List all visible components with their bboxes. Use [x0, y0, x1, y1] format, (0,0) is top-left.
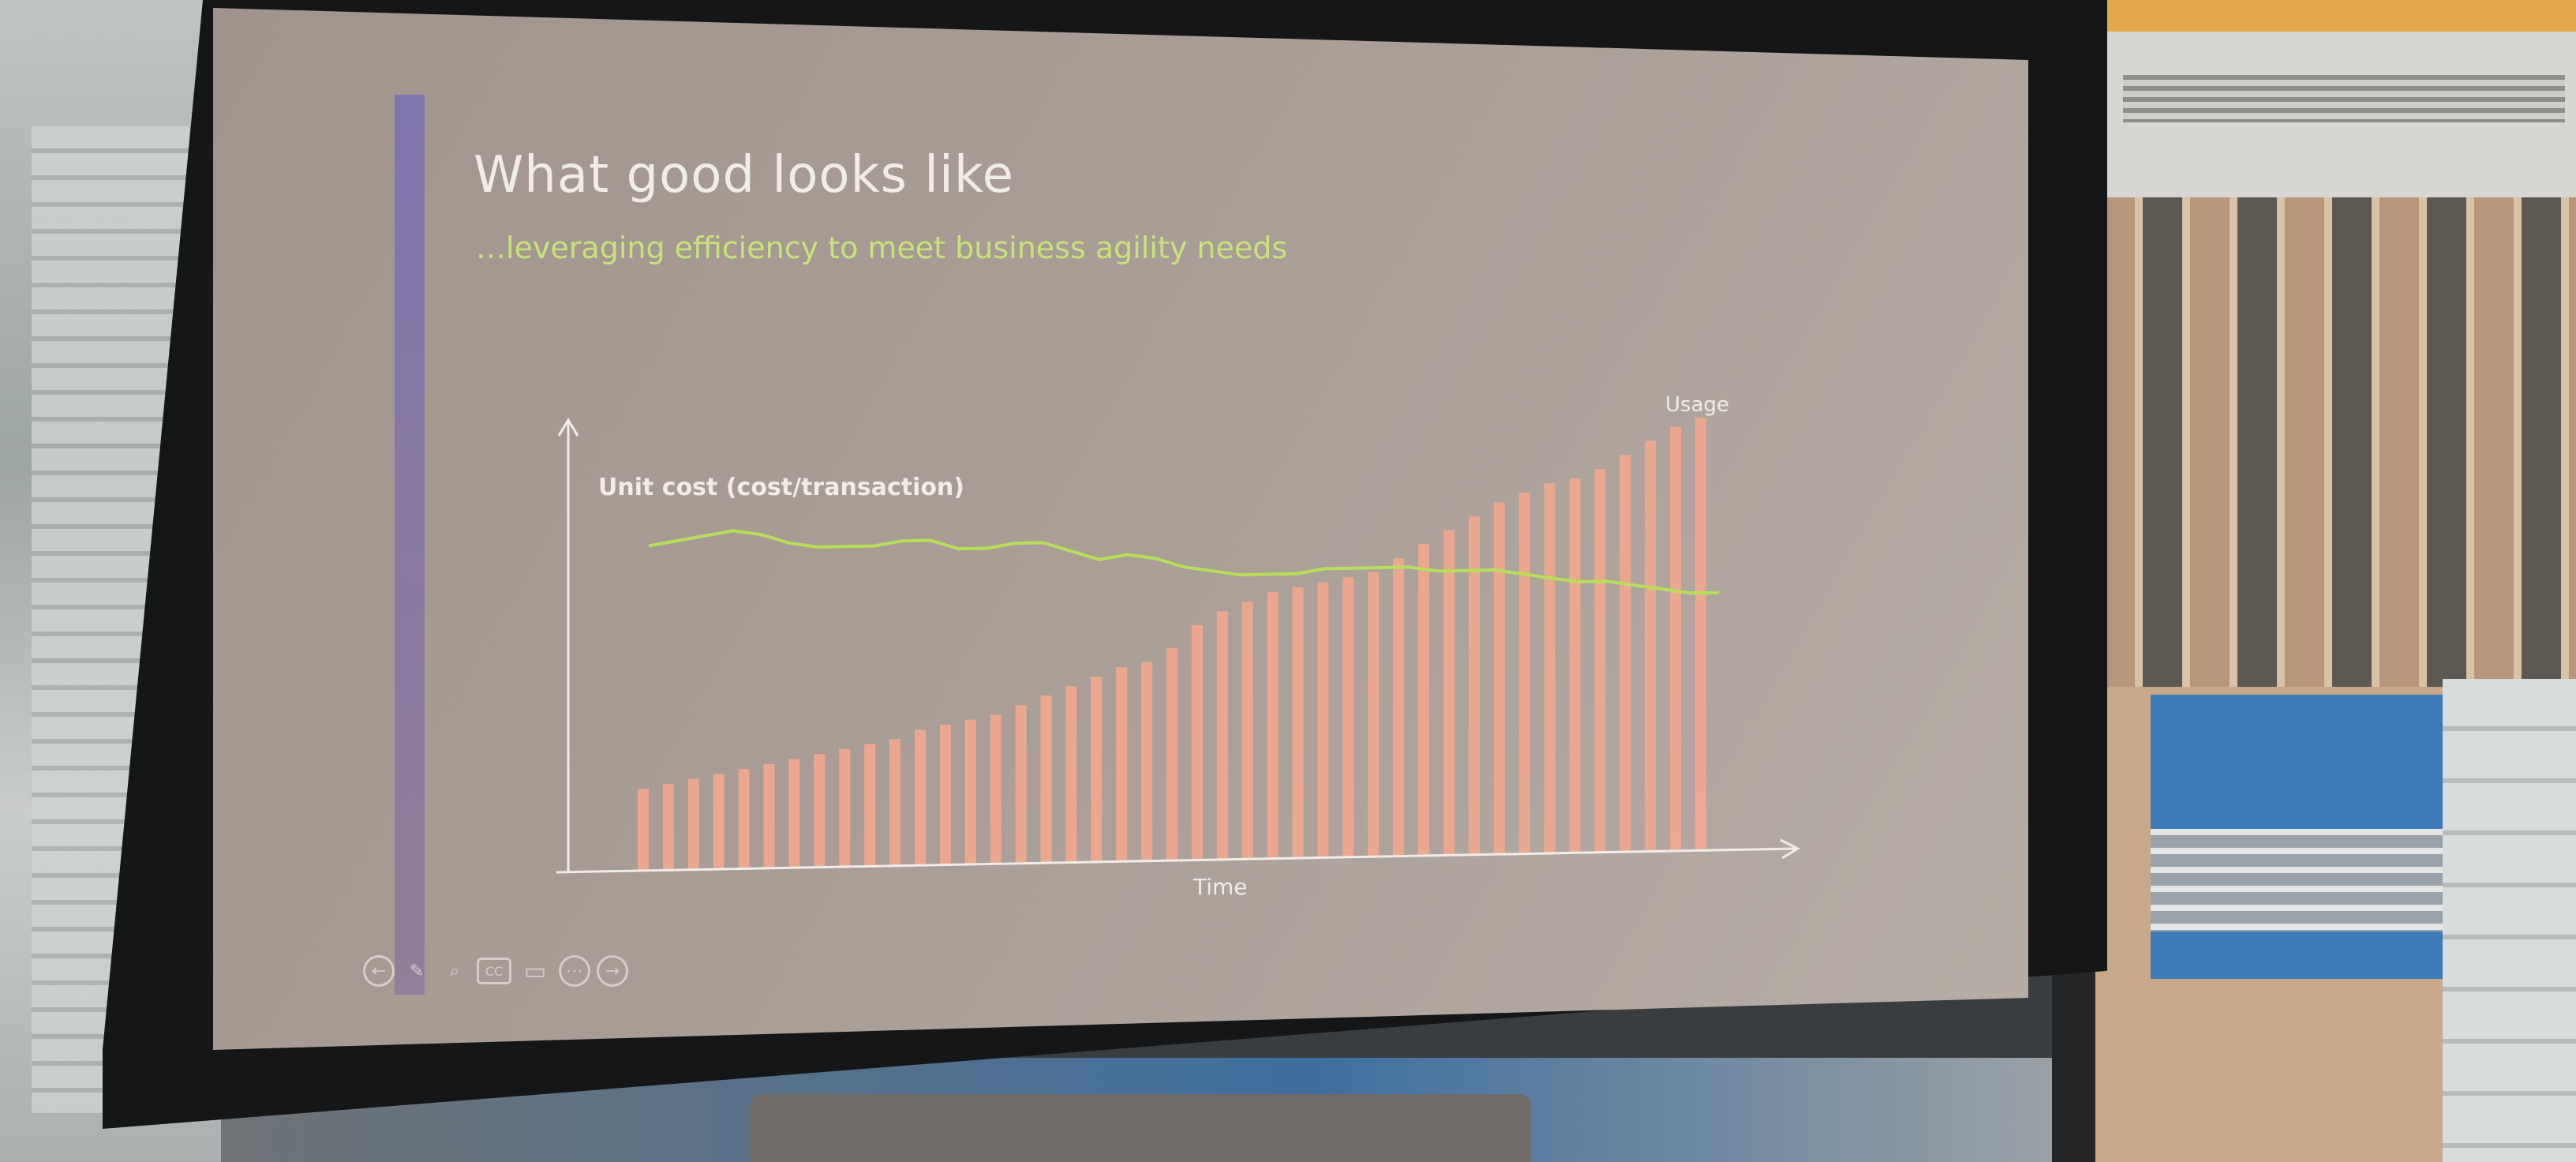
- usage-bar: [1670, 426, 1682, 850]
- usage-bar: [788, 759, 800, 868]
- usage-bar: [1241, 602, 1253, 859]
- usage-bar: [964, 719, 976, 864]
- y-axis-arrow: [557, 418, 579, 437]
- slideshow-toolbar: ← ✎ ⌕ CC ▭ ⋯ →: [363, 955, 628, 987]
- ceiling-vent: [2123, 75, 2565, 122]
- zoom-icon[interactable]: ⌕: [449, 961, 460, 981]
- projection-screen: [213, 8, 2028, 1050]
- usage-bar: [1619, 455, 1631, 851]
- usage-bar: [738, 769, 750, 868]
- usage-bar: [1091, 677, 1103, 861]
- usage-bar: [1040, 695, 1052, 863]
- right-window-view: [2052, 0, 2576, 1162]
- video-icon[interactable]: ▭: [523, 957, 547, 985]
- usage-bar: [662, 784, 674, 870]
- usage-bar: [1141, 662, 1153, 860]
- x-axis-arrow: [1780, 838, 1801, 860]
- usage-bar: [1645, 440, 1657, 851]
- usage-bar: [1166, 648, 1178, 860]
- usage-bar: [1418, 544, 1429, 855]
- railing: [2151, 829, 2443, 931]
- unit-cost-label: Unit cost (cost/transaction): [598, 474, 964, 501]
- x-axis: [556, 847, 1796, 874]
- usage-bar: [687, 778, 699, 869]
- slide-subtitle: …leveraging efficiency to meet business …: [476, 231, 1288, 265]
- usage-bar: [814, 754, 826, 867]
- usage-bars: [638, 417, 1706, 870]
- usage-bar: [1518, 493, 1530, 853]
- usage-bar: [1569, 478, 1581, 853]
- next-icon[interactable]: →: [597, 955, 628, 987]
- usage-bar: [1493, 502, 1505, 853]
- usage-bar: [1594, 469, 1606, 852]
- usage-bar: [1443, 530, 1455, 855]
- brick-building: [2095, 197, 2576, 687]
- previous-icon[interactable]: ←: [363, 955, 395, 987]
- usage-bar: [1015, 705, 1027, 863]
- window: [2095, 197, 2576, 1162]
- more-icon[interactable]: ⋯: [559, 955, 590, 987]
- usage-bar: [1368, 572, 1380, 856]
- usage-bar: [1292, 587, 1304, 857]
- slide-title: What good looks like: [474, 146, 1014, 204]
- usage-bar: [713, 774, 724, 869]
- usage-bar: [1191, 625, 1203, 860]
- usage-label: Usage: [1665, 393, 1729, 417]
- usage-bar: [1317, 582, 1329, 857]
- usage-bar: [1468, 516, 1480, 854]
- usage-bar: [1695, 417, 1706, 849]
- usage-bar: [763, 763, 775, 868]
- usage-bar: [1116, 667, 1128, 861]
- usage-bar: [889, 739, 900, 865]
- usage-bar: [1065, 686, 1077, 862]
- slide-accent-bar: [395, 95, 425, 995]
- usage-bar: [1267, 592, 1279, 858]
- usage-bar: [638, 789, 649, 870]
- conference-device: [750, 1094, 1531, 1162]
- usage-bar: [990, 714, 1002, 864]
- usage-bar: [1544, 483, 1556, 853]
- captions-icon[interactable]: CC: [477, 958, 511, 984]
- unit-cost-line: [648, 529, 1720, 595]
- usage-bar: [1393, 558, 1405, 856]
- pen-icon[interactable]: ✎: [409, 961, 425, 981]
- usage-bar: [1216, 611, 1228, 859]
- usage-bar: [839, 748, 851, 866]
- usage-bar: [864, 744, 876, 866]
- x-axis-label: Time: [1193, 874, 1248, 900]
- usage-bar: [939, 724, 951, 864]
- usage-bar: [1342, 577, 1354, 857]
- white-building: [2443, 679, 2576, 1162]
- usage-bar: [915, 729, 926, 865]
